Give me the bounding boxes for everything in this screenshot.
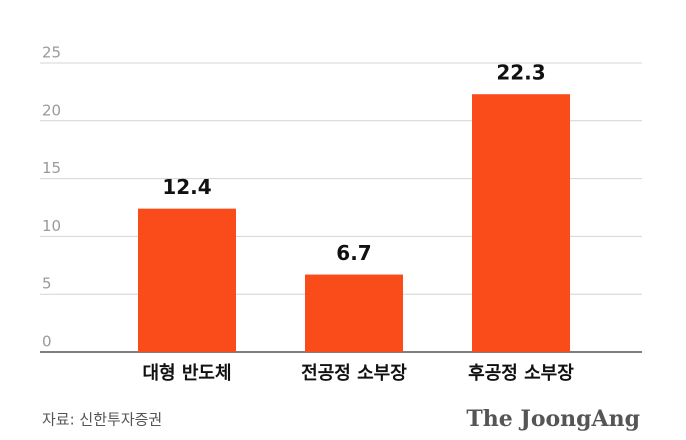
x-tick-label: 전공정 소부장 (301, 363, 407, 384)
x-tick-label: 대형 반도체 (142, 363, 231, 384)
source-note: 자료: 신한투자증권 (42, 411, 162, 429)
y-tick-label: 25 (42, 44, 61, 62)
value-label: 6.7 (336, 241, 371, 265)
x-tick-label: 후공정 소부장 (468, 363, 574, 384)
y-tick-label: 10 (42, 217, 61, 235)
y-tick-label: 20 (42, 101, 61, 119)
y-tick-label: 15 (42, 159, 61, 177)
brand-logo: The JoongAng (466, 406, 640, 432)
y-tick-label: 5 (42, 275, 52, 293)
y-tick-label: 0 (42, 333, 52, 351)
value-label: 22.3 (496, 61, 545, 85)
bar (138, 208, 236, 352)
value-label: 12.4 (162, 175, 211, 199)
bar (305, 274, 403, 352)
bar (472, 94, 570, 352)
